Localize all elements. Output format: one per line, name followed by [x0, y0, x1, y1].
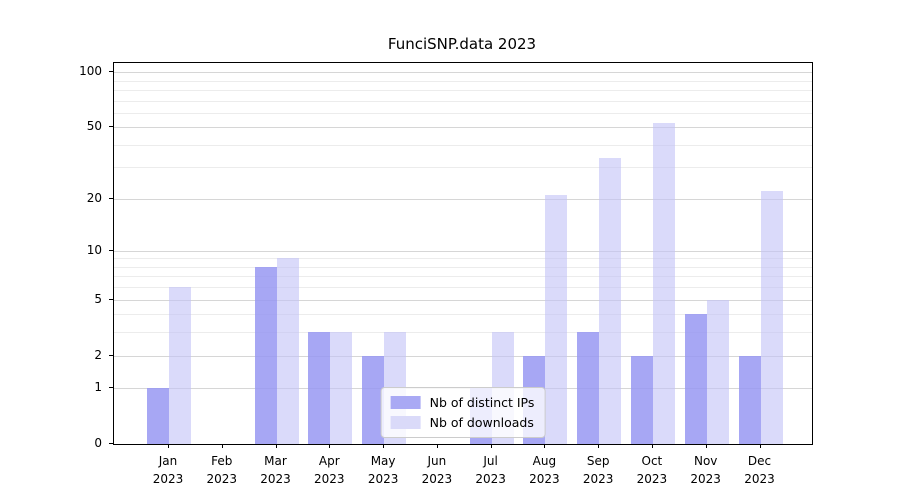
x-axis-label: Mar 2023 [260, 454, 291, 486]
x-axis-label: Aug 2023 [529, 454, 560, 486]
bar-downloads [330, 332, 353, 444]
bar-distinct-ips [308, 332, 331, 444]
minor-gridline [114, 258, 812, 260]
x-axis-label: Jun 2023 [421, 454, 453, 486]
minor-gridline [114, 314, 812, 316]
y-axis-tick-label: 0 [94, 436, 102, 450]
major-gridline [114, 250, 812, 252]
minor-gridline [114, 100, 812, 102]
bar-distinct-ips [738, 355, 761, 444]
x-axis-tick [383, 444, 385, 448]
bar-distinct-ips [630, 355, 653, 444]
x-axis-tick [544, 444, 546, 448]
bar-distinct-ips [684, 314, 707, 444]
x-axis-label: Apr 2023 [314, 454, 345, 486]
y-axis-tick [109, 298, 113, 300]
chart-title: FunciSNP.data 2023 [387, 35, 537, 53]
minor-gridline [114, 144, 812, 146]
x-axis-label: Nov 2023 [690, 454, 721, 486]
legend-swatch [390, 416, 421, 429]
minor-gridline [114, 80, 812, 82]
bar-distinct-ips [254, 266, 277, 444]
x-axis-tick [651, 444, 653, 448]
bar-downloads [545, 194, 568, 444]
bar-downloads [760, 191, 783, 444]
bar-distinct-ips [147, 388, 169, 444]
y-axis-tick-label: 1 [94, 380, 102, 395]
minor-gridline [114, 287, 812, 289]
bar-downloads [706, 299, 729, 444]
y-axis-tick [109, 71, 113, 72]
legend-item: Nb of distinct IPs [390, 395, 535, 410]
y-axis-tick-label: 100 [79, 64, 102, 78]
y-axis-tick-label: 10 [86, 242, 102, 257]
x-axis-label: Jan 2023 [152, 454, 184, 486]
y-axis-tick-label: 5 [94, 291, 102, 306]
legend-label: Nb of distinct IPs [429, 395, 535, 410]
bar-distinct-ips [577, 332, 600, 444]
x-axis-tick [705, 444, 707, 448]
bar-downloads [169, 287, 191, 444]
x-axis-label: Jul 2023 [475, 454, 506, 486]
legend-item: Nb of downloads [390, 415, 535, 430]
x-axis-tick [221, 444, 223, 448]
legend-swatch [390, 396, 421, 409]
minor-gridline [114, 276, 812, 278]
minor-gridline [114, 112, 812, 114]
major-gridline [114, 355, 812, 357]
x-axis-tick [329, 444, 331, 448]
y-axis-tick [109, 387, 113, 389]
legend: Nb of distinct IPs Nb of downloads [380, 387, 546, 438]
y-axis-tick-label: 50 [86, 119, 102, 134]
major-gridline [114, 299, 812, 301]
x-axis-label: Sep 2023 [582, 454, 614, 486]
x-axis-label: May 2023 [367, 454, 399, 486]
x-axis-label: Dec 2023 [744, 454, 775, 486]
major-gridline [114, 72, 812, 73]
x-axis-tick [275, 444, 277, 448]
bar-downloads [652, 122, 675, 444]
bar-distinct-ips [362, 355, 385, 444]
x-axis-label: Oct 2023 [636, 454, 668, 486]
y-axis-tick-label: 2 [94, 347, 102, 362]
x-axis-tick [490, 444, 492, 448]
y-axis-tick [109, 197, 113, 199]
minor-gridline [114, 89, 812, 91]
plot-area: Nb of distinct IPs Nb of downloads [113, 62, 813, 445]
x-axis-tick [168, 444, 169, 448]
x-axis-tick [759, 444, 761, 448]
y-axis-tick [109, 126, 113, 128]
bar-downloads [599, 157, 622, 444]
legend-label: Nb of downloads [429, 415, 534, 430]
y-axis-tick [109, 354, 113, 356]
x-axis-tick [598, 444, 600, 448]
bar-downloads [276, 258, 299, 444]
y-axis-tick [109, 249, 113, 251]
x-axis-tick [436, 444, 438, 448]
major-gridline [114, 198, 812, 200]
minor-gridline [114, 167, 812, 169]
minor-gridline [114, 332, 812, 334]
major-gridline [114, 127, 812, 129]
y-axis-tick [109, 443, 113, 444]
y-axis-tick-label: 20 [86, 190, 102, 205]
minor-gridline [114, 266, 812, 268]
x-axis-label: Feb 2023 [206, 454, 238, 486]
